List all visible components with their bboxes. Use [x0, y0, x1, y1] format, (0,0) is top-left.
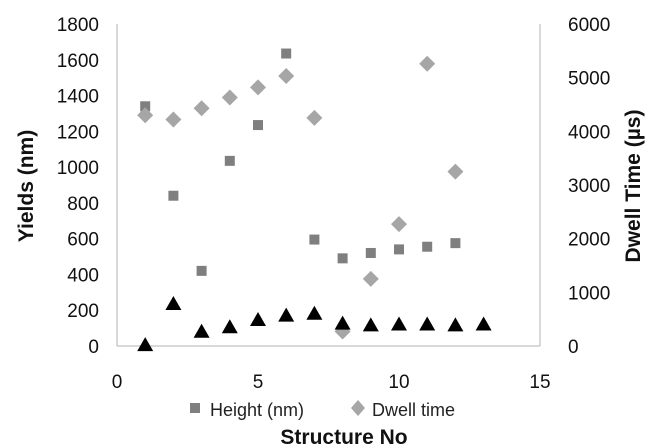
x-tick-label: 5 — [253, 372, 264, 393]
dwell-time-point — [250, 79, 266, 96]
y-tick-label-left: 0 — [88, 337, 99, 358]
y-tick-label-right: 6000 — [568, 15, 610, 36]
height-point — [281, 48, 292, 59]
y-tick-label-left: 1600 — [57, 51, 99, 72]
triangle-point — [447, 317, 464, 332]
x-tick-label: 15 — [529, 372, 550, 393]
triangle-point — [278, 307, 295, 322]
y-tick-label-right: 1000 — [568, 283, 610, 304]
y-tick-label-left: 1400 — [57, 87, 99, 108]
dwell-time-point — [221, 89, 238, 106]
dwell-time-point — [419, 55, 436, 72]
dwell-time-point — [362, 270, 379, 287]
height-point — [224, 155, 235, 166]
dwell-time-point — [193, 100, 210, 117]
triangle-point — [165, 295, 182, 310]
data-points — [137, 48, 492, 352]
triangle-point — [137, 337, 154, 352]
triangle-point — [475, 316, 492, 331]
y-tick-label-left: 200 — [67, 301, 99, 322]
legend-marker-dwell-time — [351, 400, 365, 416]
triangle-point — [250, 312, 266, 327]
dwell-time-point — [137, 107, 154, 124]
height-point — [140, 101, 151, 112]
dwell-time-point — [447, 163, 464, 180]
triangle-point — [391, 316, 407, 331]
height-point — [394, 244, 404, 255]
y-tick-label-left: 1800 — [57, 15, 99, 36]
height-point — [337, 253, 348, 264]
dwell-time-point — [165, 111, 182, 128]
height-point — [365, 247, 376, 258]
y-tick-label-right: 4000 — [568, 122, 610, 143]
triangle-point — [306, 305, 323, 320]
dwell-time-point — [306, 109, 323, 126]
legend: Height (nm) Dwell time — [190, 400, 455, 420]
height-point — [168, 190, 179, 201]
tick-labels: 0 200 400 600 800 1000 1200 1400 1600 1800 0 1000 20… — [57, 15, 611, 393]
x-tick-label: 10 — [388, 372, 409, 393]
y-tick-label-right: 5000 — [568, 69, 610, 90]
y-axis-title-left: Yields (nm) — [15, 130, 38, 242]
axes — [116, 24, 541, 347]
y-tick-label-right: 3000 — [568, 176, 610, 197]
height-point — [309, 234, 320, 245]
y-tick-label-left: 400 — [67, 265, 99, 286]
y-tick-label-right: 0 — [568, 337, 579, 358]
triangle-point — [221, 319, 238, 334]
y-tick-label-right: 2000 — [568, 230, 610, 251]
legend-label-height: Height (nm) — [210, 400, 304, 420]
triangle-point — [193, 323, 210, 338]
y-tick-label-left: 600 — [67, 230, 99, 251]
x-tick-label: 0 — [112, 372, 123, 393]
height-point — [422, 241, 433, 252]
dwell-time-point — [278, 68, 295, 85]
y-tick-label-left: 1000 — [57, 158, 99, 179]
triangle-point — [362, 317, 379, 332]
y-tick-label-left: 800 — [67, 194, 99, 215]
y-tick-label-left: 1200 — [57, 122, 99, 143]
height-point — [253, 120, 263, 131]
y-axis-title-right: Dwell Time (µs) — [622, 110, 645, 263]
dwell-time-point — [391, 216, 407, 233]
triangle-point — [334, 315, 351, 330]
legend-marker-height — [190, 403, 200, 413]
height-point — [450, 238, 461, 249]
triangle-point — [419, 316, 436, 331]
x-axis-title: Structure No — [280, 426, 407, 448]
legend-label-dwell-time: Dwell time — [372, 400, 455, 420]
height-point — [196, 265, 207, 276]
